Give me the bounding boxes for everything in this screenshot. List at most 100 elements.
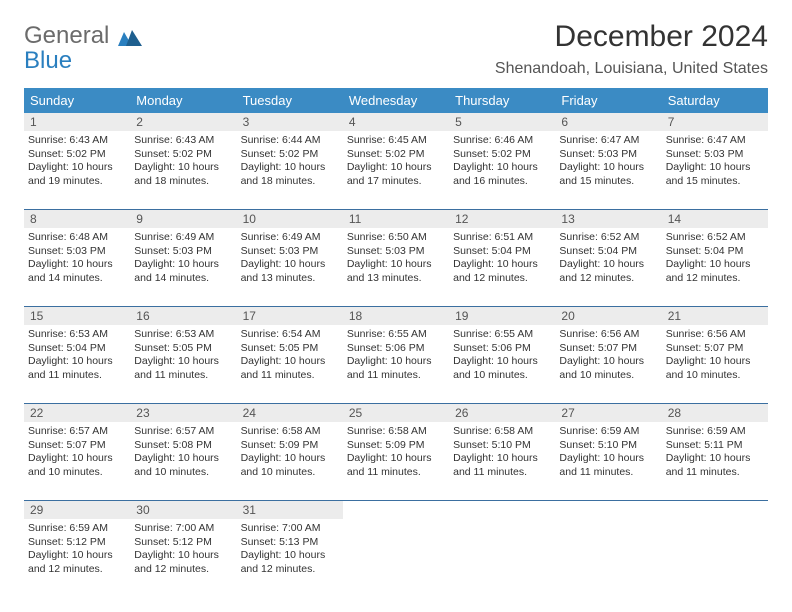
daylight-text: Daylight: 10 hours and 10 minutes.: [134, 452, 232, 479]
sunset-text: Sunset: 5:09 PM: [347, 439, 445, 453]
day-header: Wednesday: [343, 88, 449, 113]
sunrise-text: Sunrise: 6:55 AM: [347, 328, 445, 342]
day-cell: Sunrise: 6:52 AMSunset: 5:04 PMDaylight:…: [662, 228, 768, 306]
sunset-text: Sunset: 5:03 PM: [347, 245, 445, 259]
week-row: Sunrise: 6:59 AMSunset: 5:12 PMDaylight:…: [24, 519, 768, 597]
day-cell: Sunrise: 6:43 AMSunset: 5:02 PMDaylight:…: [130, 131, 236, 209]
sunrise-text: Sunrise: 6:44 AM: [241, 134, 339, 148]
day-number: 29: [24, 501, 130, 519]
day-header: Saturday: [662, 88, 768, 113]
day-cell: Sunrise: 6:59 AMSunset: 5:11 PMDaylight:…: [662, 422, 768, 500]
day-number: [449, 501, 555, 519]
week-row: Sunrise: 6:43 AMSunset: 5:02 PMDaylight:…: [24, 131, 768, 210]
day-number: 1: [24, 113, 130, 131]
day-cell: [662, 519, 768, 597]
day-number: 11: [343, 210, 449, 228]
daylight-text: Daylight: 10 hours and 11 minutes.: [347, 452, 445, 479]
sunrise-text: Sunrise: 6:59 AM: [559, 425, 657, 439]
sunrise-text: Sunrise: 6:46 AM: [453, 134, 551, 148]
day-number: 15: [24, 307, 130, 325]
day-number: 28: [662, 404, 768, 422]
sunset-text: Sunset: 5:03 PM: [559, 148, 657, 162]
day-header: Monday: [130, 88, 236, 113]
sunrise-text: Sunrise: 6:49 AM: [134, 231, 232, 245]
day-number-row: 15161718192021: [24, 307, 768, 325]
logo: General Blue: [24, 24, 142, 73]
day-cell: Sunrise: 6:56 AMSunset: 5:07 PMDaylight:…: [662, 325, 768, 403]
sunrise-text: Sunrise: 6:59 AM: [666, 425, 764, 439]
day-header: Thursday: [449, 88, 555, 113]
day-number: 10: [237, 210, 343, 228]
sunset-text: Sunset: 5:03 PM: [134, 245, 232, 259]
day-header: Friday: [555, 88, 661, 113]
sunset-text: Sunset: 5:12 PM: [28, 536, 126, 550]
week-row: Sunrise: 6:57 AMSunset: 5:07 PM Daylight:…: [24, 422, 768, 501]
day-number: 5: [449, 113, 555, 131]
day-cell: Sunrise: 7:00 AMSunset: 5:13 PMDaylight:…: [237, 519, 343, 597]
day-cell: Sunrise: 6:54 AMSunset: 5:05 PMDaylight:…: [237, 325, 343, 403]
logo-text-blue: Blue: [24, 49, 142, 73]
daylight-text: Daylight: 10 hours and 12 minutes.: [559, 258, 657, 285]
sunrise-text: Sunrise: 6:58 AM: [241, 425, 339, 439]
day-cell: Sunrise: 6:43 AMSunset: 5:02 PMDaylight:…: [24, 131, 130, 209]
day-number: 2: [130, 113, 236, 131]
day-number: 31: [237, 501, 343, 519]
day-number: 18: [343, 307, 449, 325]
daylight-text: Daylight: 10 hours and 12 minutes.: [134, 549, 232, 576]
day-cell: Sunrise: 6:56 AMSunset: 5:07 PMDaylight:…: [555, 325, 661, 403]
daylight-text: Daylight: 10 hours and 12 minutes.: [28, 549, 126, 576]
daylight-text: Daylight: 10 hours and 11 minutes.: [666, 452, 764, 479]
sunrise-text: Sunrise: 6:57 AM: [28, 425, 126, 439]
sunset-text: Sunset: 5:07 PM: [28, 439, 126, 453]
sunrise-text: Sunrise: 6:43 AM: [28, 134, 126, 148]
daylight-text: Daylight: 10 hours and 10 minutes.: [559, 355, 657, 382]
sunset-text: Sunset: 5:02 PM: [241, 148, 339, 162]
sunset-text: Sunset: 5:06 PM: [347, 342, 445, 356]
day-cell: Sunrise: 6:45 AMSunset: 5:02 PMDaylight:…: [343, 131, 449, 209]
day-cell: Sunrise: 6:51 AMSunset: 5:04 PMDaylight:…: [449, 228, 555, 306]
sunset-text: Sunset: 5:03 PM: [666, 148, 764, 162]
day-cell: Sunrise: 6:49 AMSunset: 5:03 PMDaylight:…: [130, 228, 236, 306]
sunrise-text: Sunrise: 6:45 AM: [347, 134, 445, 148]
sunset-text: Sunset: 5:05 PM: [134, 342, 232, 356]
day-header-row: Sunday Monday Tuesday Wednesday Thursday…: [24, 88, 768, 113]
day-number: 9: [130, 210, 236, 228]
day-number: [662, 501, 768, 519]
sunset-text: Sunset: 5:11 PM: [666, 439, 764, 453]
sunrise-text: Sunrise: 6:47 AM: [666, 134, 764, 148]
sunrise-text: Sunrise: 6:52 AM: [559, 231, 657, 245]
day-number: 3: [237, 113, 343, 131]
day-number: [555, 501, 661, 519]
sunrise-text: Sunrise: 6:49 AM: [241, 231, 339, 245]
day-header: Sunday: [24, 88, 130, 113]
sunset-text: Sunset: 5:13 PM: [241, 536, 339, 550]
day-number: 12: [449, 210, 555, 228]
daylight-text: Daylight: 10 hours and 13 minutes.: [241, 258, 339, 285]
daylight-text: Daylight: 10 hours and 19 minutes.: [28, 161, 126, 188]
day-number: 8: [24, 210, 130, 228]
day-cell: Sunrise: 6:53 AMSunset: 5:05 PMDaylight:…: [130, 325, 236, 403]
daylight-text: Daylight: 10 hours and 14 minutes.: [28, 258, 126, 285]
sunset-text: Sunset: 5:08 PM: [134, 439, 232, 453]
location-text: Shenandoah, Louisiana, United States: [495, 60, 768, 78]
sunrise-text: Sunrise: 6:50 AM: [347, 231, 445, 245]
day-cell: [555, 519, 661, 597]
day-cell: Sunrise: 6:46 AMSunset: 5:02 PMDaylight:…: [449, 131, 555, 209]
day-number-row: 22232425262728: [24, 404, 768, 422]
day-number: 19: [449, 307, 555, 325]
sunrise-text: Sunrise: 6:58 AM: [453, 425, 551, 439]
title-block: December 2024 Shenandoah, Louisiana, Uni…: [495, 20, 768, 78]
day-cell: Sunrise: 6:55 AMSunset: 5:06 PMDaylight:…: [449, 325, 555, 403]
daylight-text: Daylight: 10 hours and 10 minutes.: [453, 355, 551, 382]
logo-triangle-icon: [118, 30, 142, 51]
sunset-text: Sunset: 5:10 PM: [453, 439, 551, 453]
sunrise-text: Sunrise: 6:56 AM: [666, 328, 764, 342]
day-cell: Sunrise: 6:59 AMSunset: 5:10 PMDaylight:…: [555, 422, 661, 500]
day-cell: Sunrise: 7:00 AMSunset: 5:12 PMDaylight:…: [130, 519, 236, 597]
day-number-row: 891011121314: [24, 210, 768, 228]
daylight-text: Daylight: 10 hours and 18 minutes.: [241, 161, 339, 188]
sunset-text: Sunset: 5:09 PM: [241, 439, 339, 453]
daylight-text: Daylight: 10 hours and 10 minutes.: [241, 452, 339, 479]
day-number-row: 1234567: [24, 113, 768, 131]
day-number: 4: [343, 113, 449, 131]
